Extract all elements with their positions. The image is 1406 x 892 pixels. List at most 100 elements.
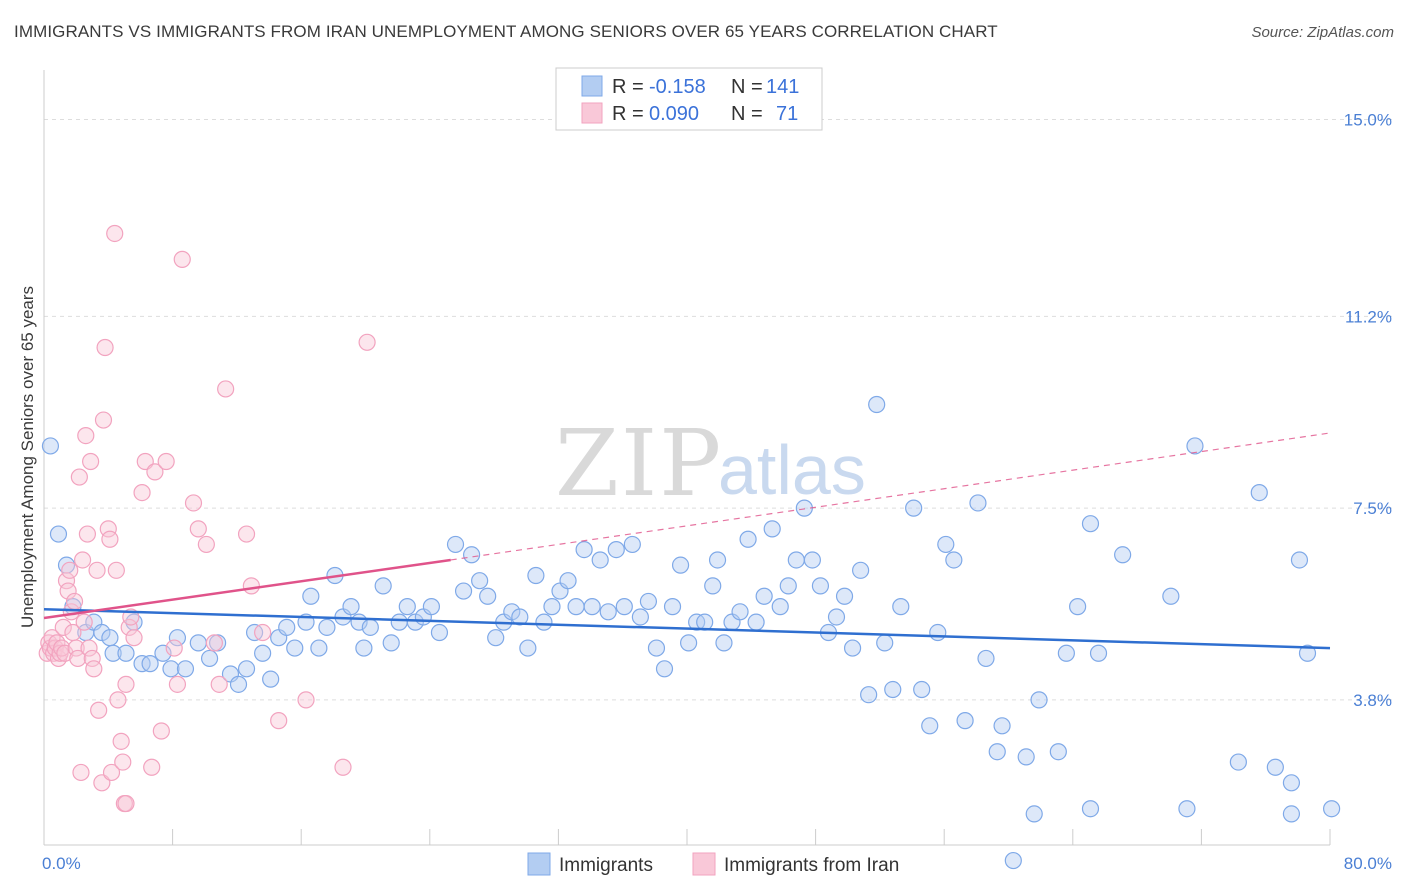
- point-iran-57: [189, 520, 207, 538]
- y-tick-labels: 3.8% 7.5% 11.2% 15.0%: [1344, 110, 1392, 709]
- point-immigrants-116: [1017, 748, 1035, 766]
- point-immigrants-106: [921, 717, 939, 735]
- point-immigrants-61: [559, 572, 577, 590]
- point-immigrants-7: [101, 629, 119, 647]
- point-immigrants-57: [527, 566, 545, 585]
- point-immigrants-48: [454, 582, 473, 600]
- point-immigrants-35: [342, 598, 360, 616]
- point-immigrants-98: [852, 561, 870, 579]
- point-immigrants-51: [479, 587, 497, 605]
- point-immigrants-104: [905, 499, 923, 517]
- point-immigrants-120: [1057, 644, 1075, 662]
- point-immigrants-24: [254, 644, 272, 662]
- point-immigrants-1: [49, 525, 68, 543]
- point-immigrants-95: [827, 608, 846, 626]
- point-immigrants-71: [639, 592, 658, 611]
- point-iran-21: [73, 551, 92, 569]
- point-immigrants-76: [680, 634, 698, 652]
- point-immigrants-15: [168, 629, 187, 647]
- series-immigrants-from-iran: [38, 224, 376, 813]
- point-iran-9: [53, 639, 71, 657]
- point-immigrants-111: [969, 494, 987, 512]
- point-iran-13: [59, 582, 77, 600]
- point-immigrants-75: [671, 556, 690, 574]
- point-immigrants-13: [154, 644, 172, 662]
- point-immigrants-87: [763, 520, 781, 538]
- point-immigrants-69: [623, 535, 641, 554]
- point-iran-63: [242, 577, 260, 595]
- bottom-legend-immigrants: Immigrants: [559, 855, 653, 876]
- point-iran-67: [334, 758, 352, 776]
- point-iran-40: [112, 732, 130, 750]
- point-immigrants-50: [471, 572, 489, 590]
- x-tick-label-0: 0.0%: [42, 854, 81, 873]
- point-immigrants-70: [631, 608, 649, 626]
- point-immigrants-14: [162, 660, 180, 678]
- point-iran-29: [88, 561, 106, 579]
- point-immigrants-27: [278, 618, 296, 636]
- bottom-legend-iran: Immigrants from Iran: [724, 855, 899, 876]
- point-immigrants-101: [876, 634, 894, 652]
- point-immigrants-128: [1250, 483, 1268, 502]
- point-immigrants-131: [1282, 805, 1301, 823]
- point-iran-53: [165, 639, 183, 657]
- point-immigrants-113: [988, 743, 1006, 761]
- point-iran-54: [168, 675, 187, 693]
- point-iran-17: [65, 592, 84, 611]
- y-axis-label: Unemployment Among Seniors over 65 years: [18, 286, 37, 628]
- point-iran-49: [143, 758, 161, 776]
- point-immigrants-85: [747, 613, 765, 631]
- point-iran-41: [114, 753, 132, 771]
- legend-swatch-iran: [581, 102, 603, 124]
- point-immigrants-59: [543, 598, 561, 616]
- point-immigrants-130: [1266, 758, 1284, 776]
- point-iran-60: [210, 675, 228, 693]
- point-immigrants-136: [1081, 800, 1100, 818]
- point-immigrants-25: [262, 670, 280, 688]
- point-immigrants-93: [811, 577, 830, 595]
- point-immigrants-28: [286, 639, 304, 657]
- point-iran-23: [77, 426, 95, 445]
- point-immigrants-30: [302, 587, 320, 605]
- point-iran-43: [117, 675, 135, 693]
- point-immigrants-52: [487, 629, 505, 647]
- trend-line-iran-extension: [450, 432, 1331, 561]
- point-immigrants-12: [141, 655, 159, 673]
- watermark-zip: ZIP: [555, 410, 723, 517]
- y-tick-label-1: 7.5%: [1353, 499, 1392, 518]
- y-tick-label-3: 15.0%: [1344, 110, 1392, 129]
- point-immigrants-55: [511, 608, 529, 626]
- point-immigrants-102: [884, 680, 902, 699]
- point-immigrants-133: [1290, 551, 1309, 569]
- point-iran-30: [90, 701, 108, 719]
- point-immigrants-99: [860, 686, 878, 704]
- point-immigrants-49: [462, 546, 481, 564]
- point-immigrants-112: [977, 649, 995, 668]
- point-iran-59: [205, 634, 223, 652]
- point-iran-56: [184, 494, 203, 512]
- point-immigrants-45: [422, 598, 441, 616]
- point-immigrants-88: [771, 598, 789, 616]
- legend-swatch-immigrants: [581, 75, 603, 97]
- top-legend: R = -0.158 N = 141 R = 0.090 N = 71: [555, 67, 823, 131]
- point-iran-51: [152, 722, 170, 740]
- legend-n-value-1: 71: [776, 103, 798, 125]
- point-iran-20: [70, 468, 88, 486]
- point-iran-10: [54, 618, 72, 636]
- legend-r-label-0: R =: [612, 76, 644, 98]
- point-immigrants-123: [1089, 644, 1108, 662]
- legend-r-label-1: R =: [612, 103, 644, 125]
- point-iran-32: [94, 411, 113, 429]
- point-immigrants-9: [117, 644, 135, 662]
- point-immigrants-0: [41, 437, 60, 455]
- point-immigrants-83: [731, 603, 749, 621]
- point-immigrants-103: [892, 598, 910, 616]
- point-immigrants-100: [868, 395, 886, 414]
- point-immigrants-135: [1323, 800, 1341, 818]
- legend-r-value-1: 0.090: [649, 103, 699, 125]
- point-immigrants-41: [390, 613, 408, 631]
- legend-n-label-0: N =: [731, 76, 763, 98]
- point-immigrants-81: [715, 634, 733, 652]
- point-immigrants-92: [803, 551, 821, 569]
